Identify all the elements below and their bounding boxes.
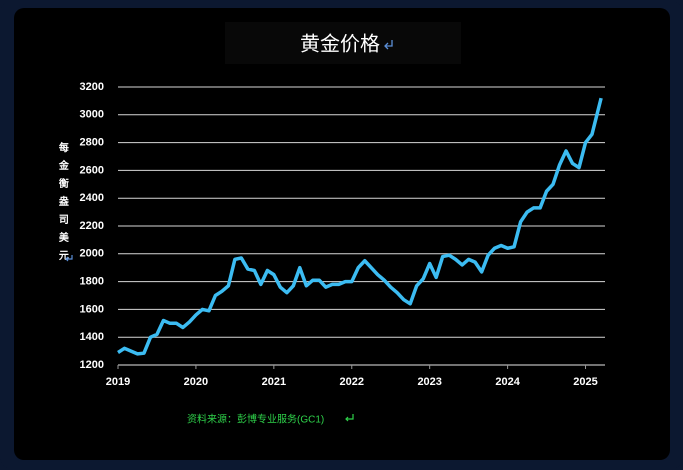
x-tick-label: 2024 (495, 376, 520, 388)
price-line (117, 97, 603, 356)
title-box (225, 22, 461, 64)
panel (14, 8, 670, 460)
return-glyph (65, 255, 73, 262)
x-tick-label: 2020 (184, 376, 208, 388)
y-tick-label: 2400 (80, 192, 104, 204)
y-tick-label: 3000 (80, 109, 104, 121)
x-tick-label: 2021 (262, 376, 286, 388)
source-note: 资料来源：彭博专业服务(GC1) (187, 413, 324, 426)
x-tick-label: 2023 (417, 376, 441, 388)
y-tick-label: 1600 (80, 303, 104, 315)
y-axis-label: 每金衡盎司美元 (56, 141, 69, 268)
y-tick-label: 2000 (80, 248, 104, 260)
y-tick-label: 2200 (80, 220, 104, 232)
y-tick-label: 2800 (80, 137, 104, 149)
x-tick-label: 2025 (573, 376, 597, 388)
y-tick-label: 1400 (80, 331, 104, 343)
return-glyph (384, 40, 393, 50)
x-tick-label: 2019 (106, 376, 130, 388)
y-tick-label: 2600 (80, 164, 104, 176)
y-tick-label: 1800 (80, 276, 104, 288)
y-tick-label: 1200 (80, 359, 104, 371)
chart-title: 黄金价格 (300, 32, 380, 55)
x-tick-label: 2022 (340, 376, 364, 388)
return-glyph (345, 414, 354, 422)
y-tick-label: 3200 (80, 81, 104, 93)
